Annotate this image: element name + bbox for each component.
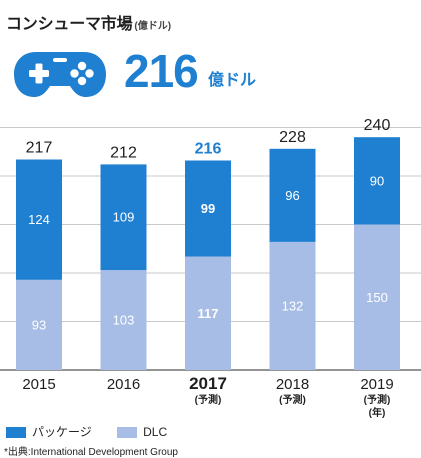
bar-value-label: 132 xyxy=(282,299,304,314)
bar-value-label: 150 xyxy=(366,290,388,305)
source-note: *出典:International Development Group xyxy=(4,447,178,458)
bar-value-label: 103 xyxy=(113,313,135,328)
labels: 9312421720151031092122016117992162017(予測… xyxy=(22,117,393,419)
x-axis-unit-note: (年) xyxy=(369,406,386,419)
bars xyxy=(16,137,400,370)
chart-title-text: コンシューマ市場 xyxy=(6,16,133,33)
legend-item-package: パッケージ xyxy=(6,423,92,440)
x-tick-label: 2016 xyxy=(107,376,140,393)
bar-value-label: 117 xyxy=(198,306,219,321)
bar-package xyxy=(269,148,316,242)
bar-dlc xyxy=(16,279,62,370)
bar-value-label: 109 xyxy=(113,210,135,225)
x-tick-label: 2015 xyxy=(22,376,55,393)
bar-dlc xyxy=(269,242,316,370)
x-tick-label: 2017 xyxy=(189,374,227,393)
chart-title: コンシューマ市場 (億ドル) xyxy=(6,10,171,34)
chart-title-unit: (億ドル) xyxy=(134,21,172,32)
hero-stat: 216 億ドル xyxy=(12,45,421,100)
bar-dlc xyxy=(354,224,400,370)
hero-unit: 億ドル xyxy=(208,72,257,89)
bar-total-label: 216 xyxy=(195,141,222,158)
legend-item-dlc: DLC xyxy=(117,425,167,439)
bar-package xyxy=(100,164,147,271)
bar-total-label: 217 xyxy=(26,140,53,157)
bar-total-label: 228 xyxy=(279,129,306,146)
bar-package xyxy=(16,159,62,280)
bar-dlc xyxy=(100,270,147,370)
bar-dlc xyxy=(185,256,231,370)
legend-swatch-package xyxy=(6,427,26,439)
x-tick-note: (予測) xyxy=(279,393,306,406)
bar-value-label: 93 xyxy=(32,317,46,332)
legend-label-dlc: DLC xyxy=(143,424,168,439)
bar-total-label: 212 xyxy=(110,144,137,161)
bar-value-label: 99 xyxy=(201,201,215,216)
x-tick-label: 2018 xyxy=(276,376,309,393)
bar-package xyxy=(354,137,400,225)
hero-value: 216 xyxy=(124,45,199,97)
x-tick-label: 2019 xyxy=(360,376,393,393)
legend: パッケージ DLC xyxy=(6,423,189,440)
bar-value-label: 90 xyxy=(370,173,384,188)
gamepad-icon xyxy=(14,52,106,97)
bar-total-label: 240 xyxy=(364,117,391,134)
legend-swatch-dlc xyxy=(117,426,138,438)
x-tick-note: (予測) xyxy=(195,393,222,406)
bar-value-label: 124 xyxy=(28,212,50,227)
x-tick-note: (予測) xyxy=(364,393,391,406)
bar-package xyxy=(185,160,231,257)
legend-label-package: パッケージ xyxy=(32,425,92,439)
bar-value-label: 96 xyxy=(285,188,299,203)
